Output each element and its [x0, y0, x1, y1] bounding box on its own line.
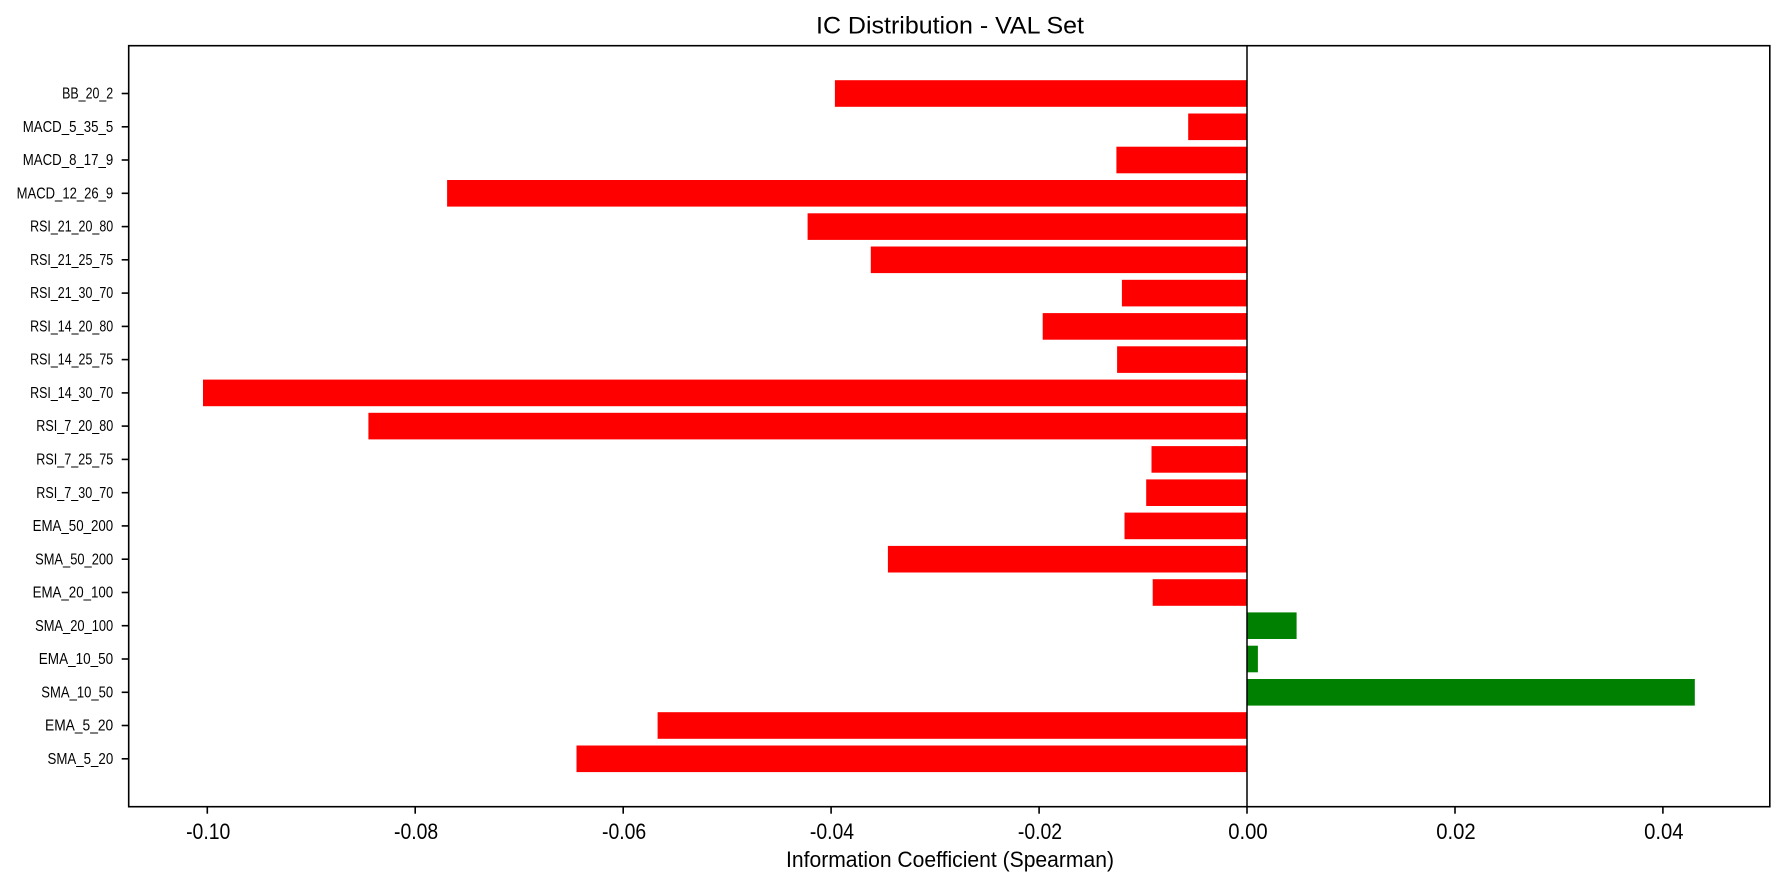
svg-text:MACD_5_35_5: MACD_5_35_5: [23, 119, 113, 136]
svg-text:RSI_21_30_70: RSI_21_30_70: [30, 285, 113, 302]
svg-text:0.00: 0.00: [1228, 819, 1267, 844]
svg-text:RSI_7_25_75: RSI_7_25_75: [36, 452, 113, 469]
svg-text:EMA_10_50: EMA_10_50: [39, 651, 113, 668]
svg-text:RSI_7_20_80: RSI_7_20_80: [36, 418, 113, 435]
svg-text:RSI_14_30_70: RSI_14_30_70: [30, 385, 113, 402]
svg-text:-0.08: -0.08: [394, 819, 438, 844]
svg-text:-0.04: -0.04: [810, 819, 854, 844]
svg-text:SMA_5_20: SMA_5_20: [48, 751, 114, 768]
svg-text:RSI_7_30_70: RSI_7_30_70: [36, 485, 113, 502]
svg-text:SMA_10_50: SMA_10_50: [41, 684, 113, 701]
svg-text:SMA_20_100: SMA_20_100: [35, 618, 113, 635]
svg-text:-0.02: -0.02: [1018, 819, 1062, 844]
svg-text:IC Distribution - VAL Set: IC Distribution - VAL Set: [816, 13, 1084, 40]
svg-text:EMA_50_200: EMA_50_200: [33, 518, 114, 535]
svg-text:-0.06: -0.06: [602, 819, 646, 844]
svg-text:-0.10: -0.10: [186, 819, 230, 844]
svg-text:RSI_14_25_75: RSI_14_25_75: [30, 352, 113, 369]
svg-text:EMA_5_20: EMA_5_20: [45, 718, 113, 735]
svg-text:BB_20_2: BB_20_2: [62, 86, 113, 103]
svg-text:0.04: 0.04: [1644, 819, 1683, 844]
svg-text:MACD_12_26_9: MACD_12_26_9: [17, 185, 114, 202]
svg-text:0.02: 0.02: [1436, 819, 1475, 844]
svg-text:RSI_21_25_75: RSI_21_25_75: [30, 252, 113, 269]
svg-text:EMA_20_100: EMA_20_100: [33, 585, 114, 602]
svg-text:Information Coefficient (Spear: Information Coefficient (Spearman): [786, 847, 1114, 872]
svg-text:SMA_50_200: SMA_50_200: [35, 551, 113, 568]
svg-text:RSI_14_20_80: RSI_14_20_80: [30, 319, 113, 336]
svg-text:MACD_8_17_9: MACD_8_17_9: [23, 152, 113, 169]
svg-text:RSI_21_20_80: RSI_21_20_80: [30, 219, 113, 236]
